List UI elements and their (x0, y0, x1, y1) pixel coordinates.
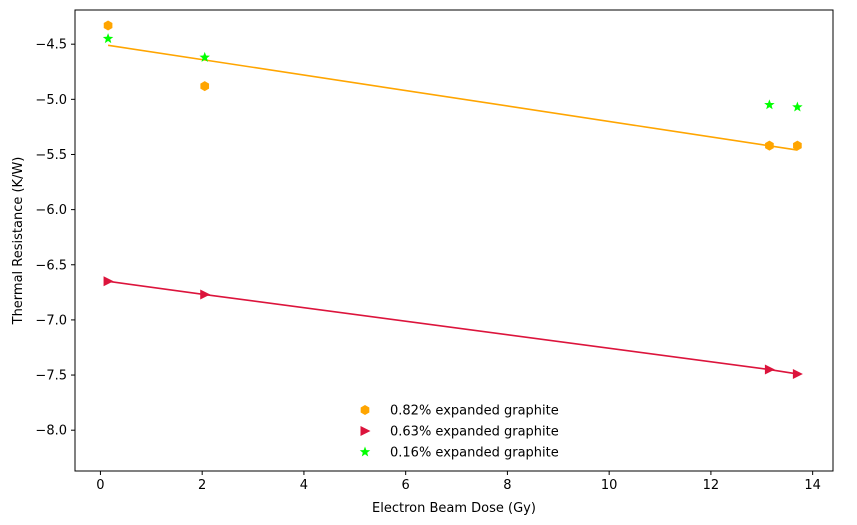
legend-marker-2 (359, 446, 371, 457)
legend: 0.82% expanded graphite 0.63% expanded g… (359, 404, 559, 461)
x-tick-label: 2 (198, 478, 206, 493)
y-tick-label: −8.0 (35, 424, 67, 439)
series-2-point (102, 33, 114, 44)
x-tick-label: 0 (96, 478, 104, 493)
y-tick-label: −7.5 (35, 369, 67, 384)
y-tick-label: −4.5 (35, 38, 67, 53)
y-tick-label: −6.0 (35, 203, 67, 218)
legend-marker-0 (360, 405, 370, 415)
x-tick-label: 6 (402, 478, 410, 493)
series-0-line (107, 44, 798, 151)
legend-label-0: 0.82% expanded graphite (390, 404, 559, 419)
series-0-point (793, 140, 802, 151)
series-1-line (107, 280, 798, 375)
series-2-point (764, 99, 775, 110)
x-axis-label: Electron Beam Dose (Gy) (372, 501, 536, 516)
series-2-point (792, 101, 803, 112)
y-tick-label: −5.5 (35, 148, 67, 163)
legend-label-2: 0.16% expanded graphite (390, 446, 559, 461)
series-2 (102, 33, 803, 112)
x-axis-ticks: 0 2 4 6 8 10 12 14 (96, 471, 821, 493)
legend-label-1: 0.63% expanded graphite (390, 425, 559, 440)
series-2-point (199, 51, 210, 62)
y-axis-ticks: −8.0 −7.5 −7.0 −6.5 −6.0 −5.5 −5.0 −4.5 (35, 38, 75, 439)
series-0 (103, 20, 802, 151)
series-layer (102, 20, 803, 379)
x-tick-label: 10 (601, 478, 618, 493)
x-tick-label: 14 (804, 478, 821, 493)
plot-frame (74, 9, 834, 472)
series-1-point (792, 368, 803, 379)
legend-marker-1 (360, 426, 371, 436)
x-tick-label: 12 (703, 478, 720, 493)
series-1-point (103, 276, 114, 287)
series-0-point (765, 140, 774, 151)
x-tick-label: 8 (503, 478, 511, 493)
y-tick-label: −5.0 (35, 93, 67, 108)
legend-markers (359, 405, 371, 457)
y-tick-label: −7.0 (35, 313, 67, 328)
x-tick-label: 4 (300, 478, 308, 493)
series-1 (103, 276, 803, 379)
series-0-point (200, 81, 210, 92)
series-1-point (200, 289, 211, 300)
y-axis-label: Thermal Resistance (K/W) (11, 157, 26, 326)
y-tick-label: −6.5 (35, 258, 67, 273)
series-1-point (764, 364, 775, 375)
series-0-point (103, 20, 113, 31)
